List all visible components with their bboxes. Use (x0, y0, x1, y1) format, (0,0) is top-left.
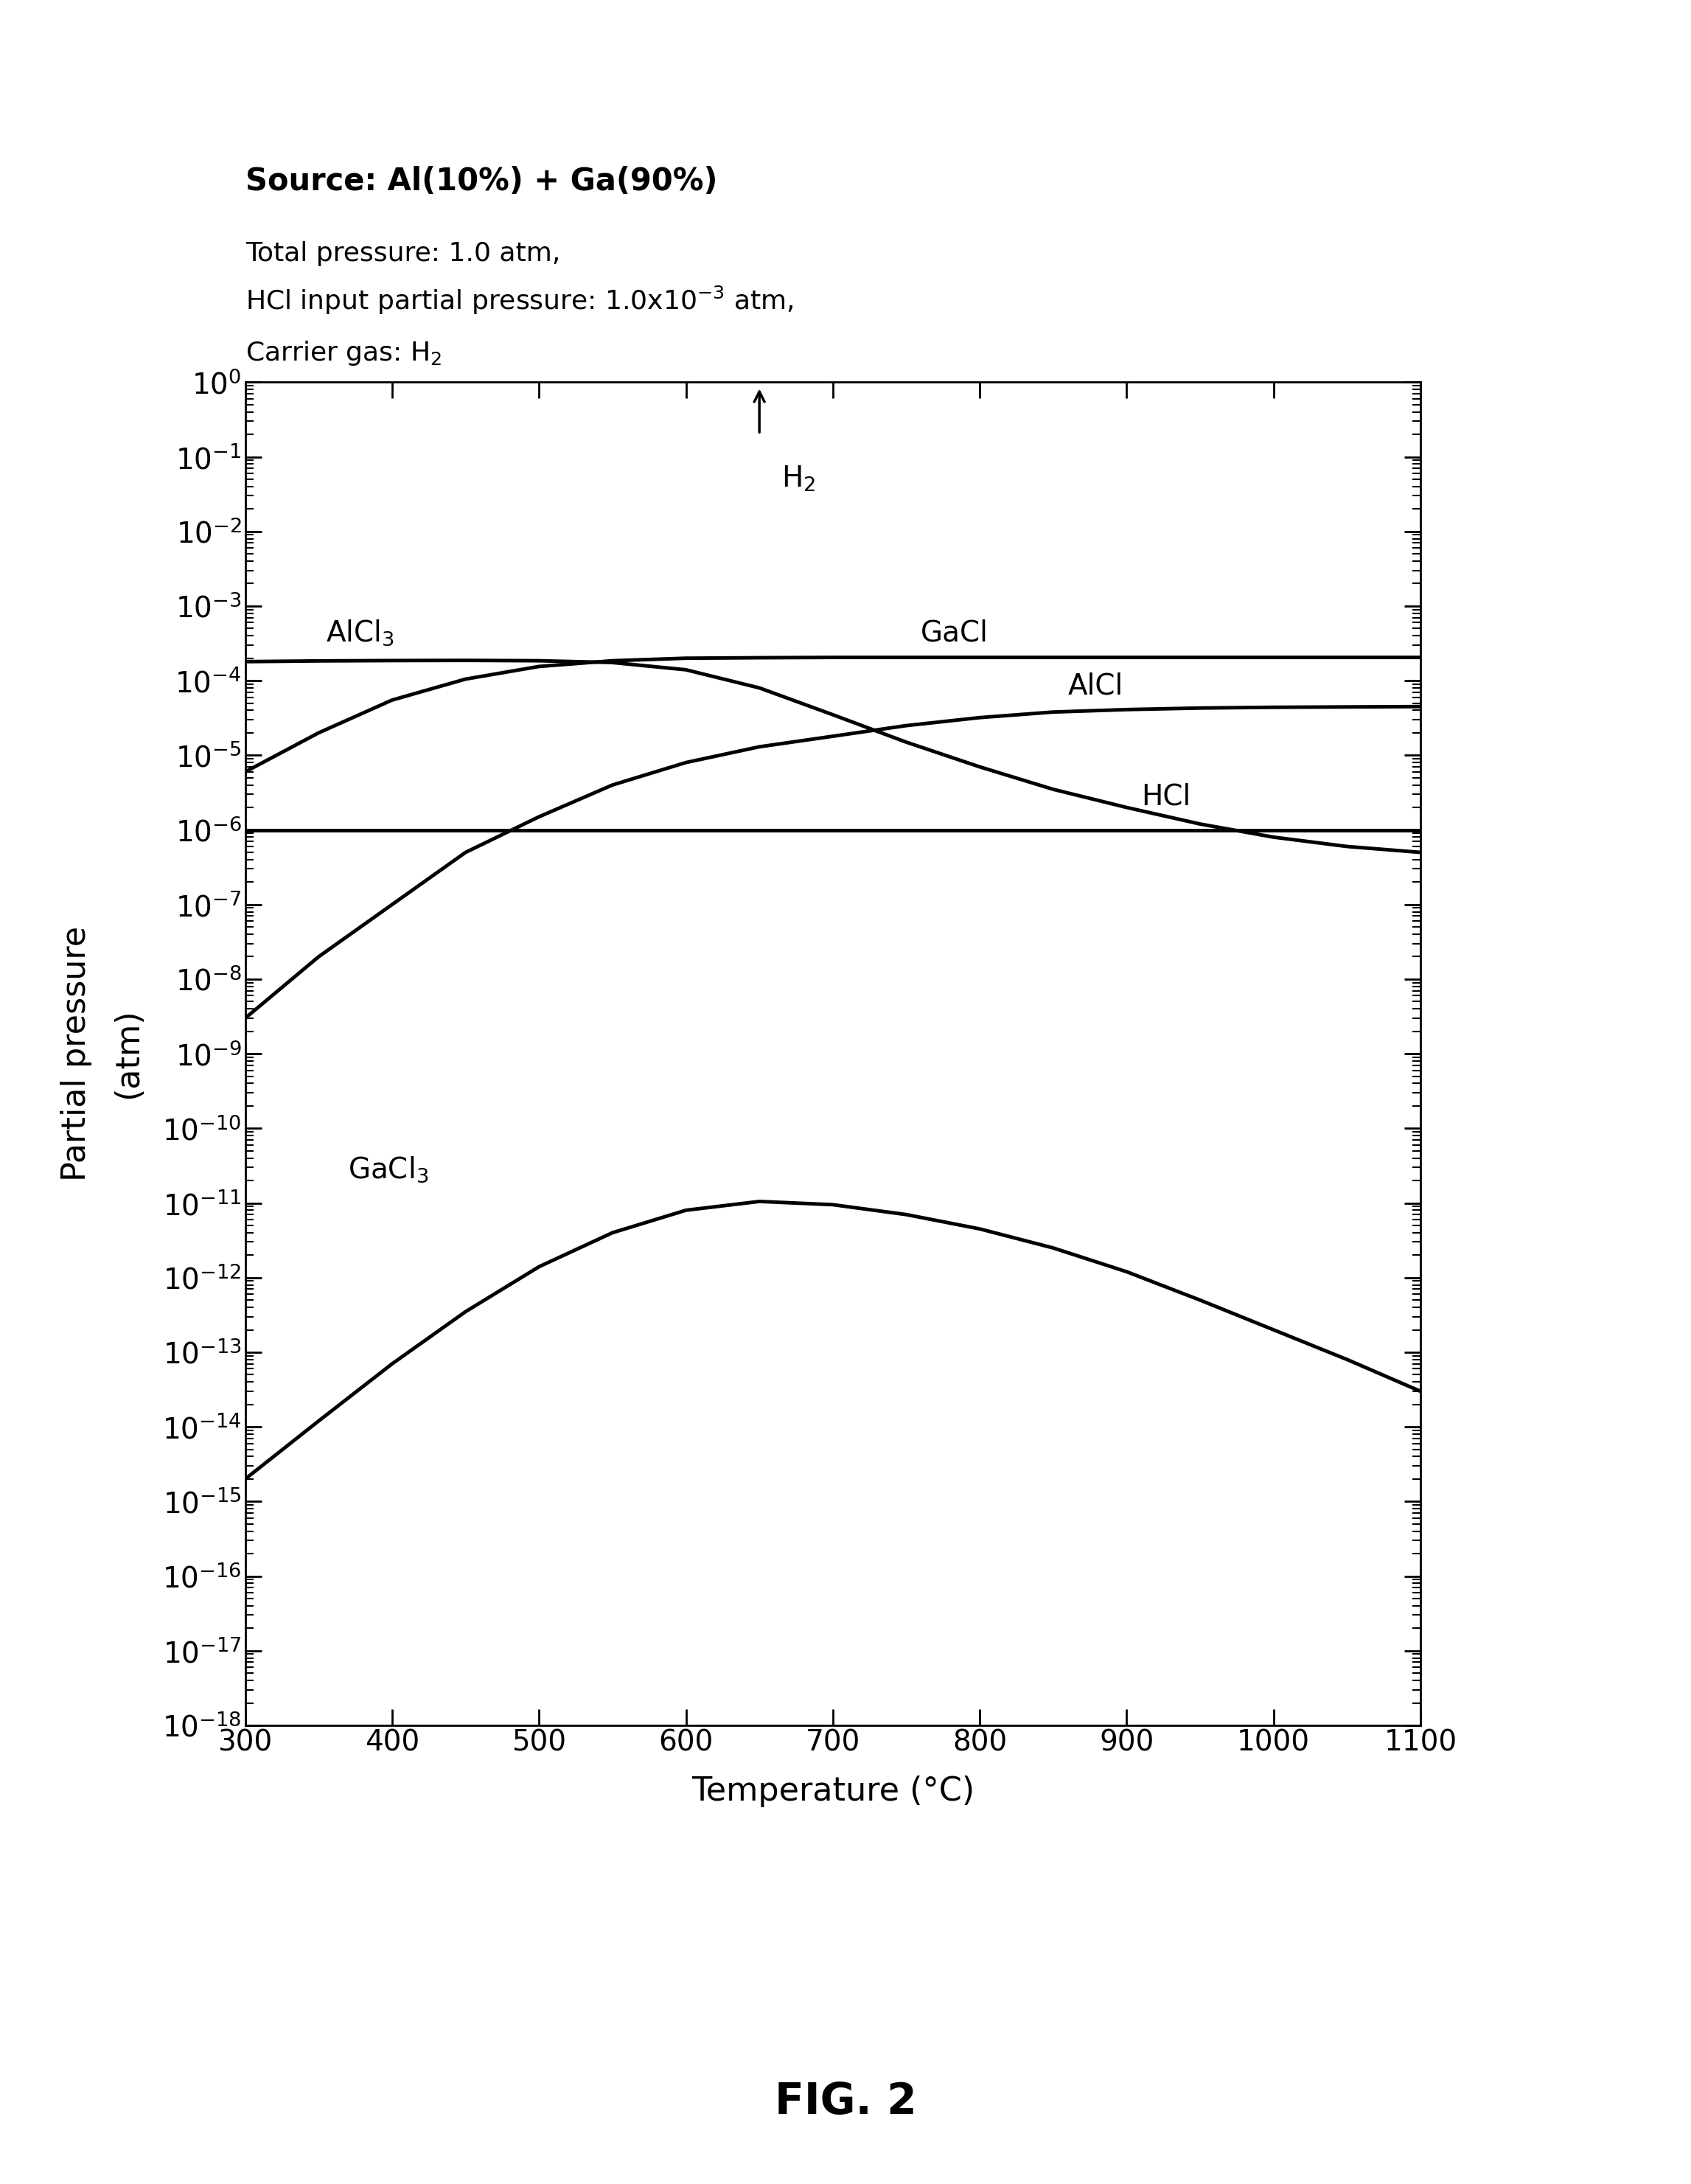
X-axis label: Temperature (°C): Temperature (°C) (692, 1776, 974, 1806)
Text: AlCl: AlCl (1069, 673, 1123, 701)
Text: FIG. 2: FIG. 2 (774, 2081, 917, 2123)
Text: Source: Al(10%) + Ga(90%): Source: Al(10%) + Ga(90%) (245, 166, 717, 197)
Text: HCl: HCl (1141, 782, 1190, 810)
Text: Total pressure: 1.0 atm,: Total pressure: 1.0 atm, (245, 242, 560, 266)
Text: Carrier gas: H$_2$: Carrier gas: H$_2$ (245, 339, 441, 367)
Text: GaCl$_3$: GaCl$_3$ (348, 1155, 428, 1184)
Y-axis label: Partial pressure
(atm): Partial pressure (atm) (61, 926, 144, 1182)
Text: H$_2$: H$_2$ (781, 465, 815, 494)
Text: GaCl: GaCl (922, 620, 989, 646)
Text: HCl input partial pressure: 1.0x10$^{-3}$ atm,: HCl input partial pressure: 1.0x10$^{-3}… (245, 284, 793, 317)
Text: AlCl$_3$: AlCl$_3$ (326, 618, 394, 646)
